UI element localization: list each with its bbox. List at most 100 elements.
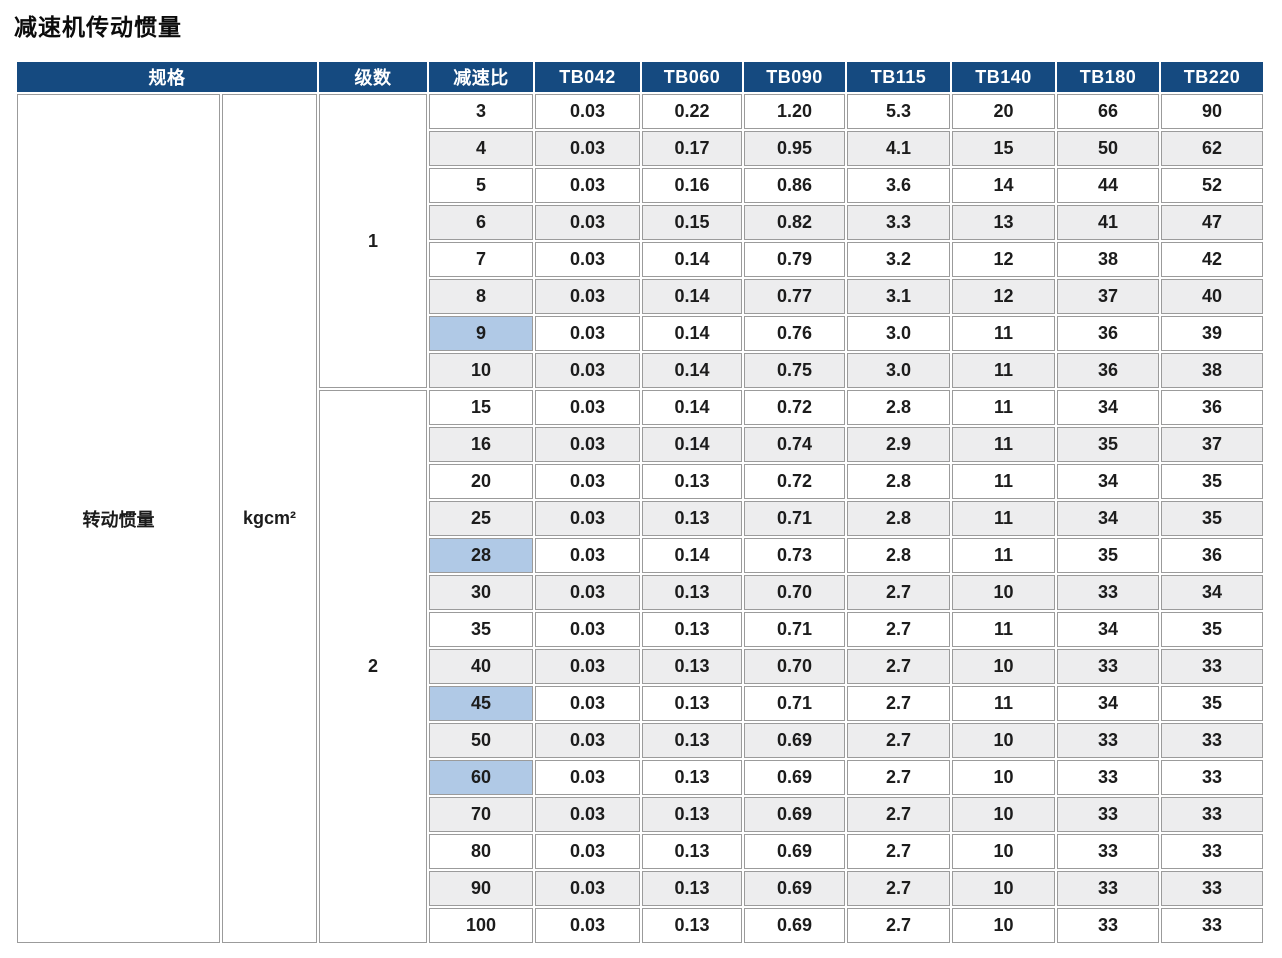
value-cell: 0.75: [744, 353, 845, 388]
ratio-cell: 60: [429, 760, 533, 795]
table-row: 20 0.03 0.13 0.72 2.8 11 34 35: [17, 464, 1263, 499]
ratio-cell: 45: [429, 686, 533, 721]
value-cell: 0.69: [744, 834, 845, 869]
value-cell: 13: [952, 205, 1055, 240]
value-cell: 0.03: [535, 168, 640, 203]
table-row: 7 0.03 0.14 0.79 3.2 12 38 42: [17, 242, 1263, 277]
value-cell: 37: [1161, 427, 1263, 462]
value-cell: 33: [1161, 834, 1263, 869]
value-cell: 10: [952, 797, 1055, 832]
ratio-cell: 8: [429, 279, 533, 314]
value-cell: 33: [1161, 908, 1263, 943]
value-cell: 0.03: [535, 131, 640, 166]
value-cell: 33: [1161, 871, 1263, 906]
value-cell: 66: [1057, 94, 1159, 129]
value-cell: 3.0: [847, 353, 950, 388]
value-cell: 44: [1057, 168, 1159, 203]
value-cell: 33: [1057, 575, 1159, 610]
table-row: 80 0.03 0.13 0.69 2.7 10 33 33: [17, 834, 1263, 869]
value-cell: 0.13: [642, 649, 742, 684]
value-cell: 11: [952, 501, 1055, 536]
header-model: TB140: [952, 62, 1055, 92]
value-cell: 34: [1057, 464, 1159, 499]
value-cell: 20: [952, 94, 1055, 129]
value-cell: 0.70: [744, 575, 845, 610]
value-cell: 33: [1057, 723, 1159, 758]
value-cell: 0.79: [744, 242, 845, 277]
ratio-cell: 6: [429, 205, 533, 240]
ratio-cell: 70: [429, 797, 533, 832]
value-cell: 38: [1057, 242, 1159, 277]
value-cell: 0.76: [744, 316, 845, 351]
value-cell: 2.7: [847, 723, 950, 758]
header-spec: 规格: [17, 62, 317, 92]
value-cell: 0.14: [642, 316, 742, 351]
value-cell: 2.9: [847, 427, 950, 462]
value-cell: 0.14: [642, 279, 742, 314]
value-cell: 2.7: [847, 797, 950, 832]
table-row: 28 0.03 0.14 0.73 2.8 11 35 36: [17, 538, 1263, 573]
value-cell: 33: [1057, 908, 1159, 943]
table-body: 转动惯量 kgcm² 1 3 0.03 0.22 1.20 5.3 20 66 90 4 0.03 0.1…: [17, 94, 1263, 943]
value-cell: 34: [1057, 686, 1159, 721]
value-cell: 2.8: [847, 538, 950, 573]
value-cell: 2.8: [847, 390, 950, 425]
table-row: 8 0.03 0.14 0.77 3.1 12 37 40: [17, 279, 1263, 314]
value-cell: 33: [1161, 649, 1263, 684]
value-cell: 1.20: [744, 94, 845, 129]
value-cell: 0.03: [535, 760, 640, 795]
value-cell: 3.6: [847, 168, 950, 203]
value-cell: 0.13: [642, 871, 742, 906]
value-cell: 0.14: [642, 242, 742, 277]
value-cell: 10: [952, 649, 1055, 684]
value-cell: 0.86: [744, 168, 845, 203]
table-row: 45 0.03 0.13 0.71 2.7 11 34 35: [17, 686, 1263, 721]
value-cell: 0.03: [535, 279, 640, 314]
value-cell: 35: [1161, 464, 1263, 499]
value-cell: 10: [952, 575, 1055, 610]
value-cell: 50: [1057, 131, 1159, 166]
value-cell: 11: [952, 316, 1055, 351]
value-cell: 10: [952, 760, 1055, 795]
value-cell: 33: [1161, 760, 1263, 795]
value-cell: 11: [952, 686, 1055, 721]
ratio-cell: 15: [429, 390, 533, 425]
value-cell: 0.69: [744, 908, 845, 943]
stage-cell: 2: [319, 390, 427, 943]
ratio-cell: 5: [429, 168, 533, 203]
value-cell: 0.03: [535, 908, 640, 943]
ratio-cell: 20: [429, 464, 533, 499]
value-cell: 41: [1057, 205, 1159, 240]
value-cell: 0.72: [744, 464, 845, 499]
table-row: 90 0.03 0.13 0.69 2.7 10 33 33: [17, 871, 1263, 906]
value-cell: 10: [952, 834, 1055, 869]
value-cell: 0.13: [642, 464, 742, 499]
header-model: TB060: [642, 62, 742, 92]
value-cell: 0.03: [535, 390, 640, 425]
value-cell: 0.03: [535, 797, 640, 832]
value-cell: 34: [1057, 390, 1159, 425]
value-cell: 90: [1161, 94, 1263, 129]
value-cell: 33: [1057, 760, 1159, 795]
value-cell: 0.03: [535, 649, 640, 684]
value-cell: 62: [1161, 131, 1263, 166]
value-cell: 0.72: [744, 390, 845, 425]
value-cell: 0.69: [744, 797, 845, 832]
value-cell: 0.69: [744, 723, 845, 758]
value-cell: 34: [1057, 501, 1159, 536]
ratio-cell: 10: [429, 353, 533, 388]
ratio-cell: 30: [429, 575, 533, 610]
value-cell: 0.13: [642, 575, 742, 610]
value-cell: 33: [1057, 649, 1159, 684]
table-row: 25 0.03 0.13 0.71 2.8 11 34 35: [17, 501, 1263, 536]
value-cell: 0.74: [744, 427, 845, 462]
unit-cell: kgcm²: [222, 94, 317, 943]
value-cell: 35: [1057, 538, 1159, 573]
value-cell: 11: [952, 390, 1055, 425]
stage-cell: 1: [319, 94, 427, 388]
ratio-cell: 28: [429, 538, 533, 573]
spec-name-cell: 转动惯量: [17, 94, 220, 943]
value-cell: 0.82: [744, 205, 845, 240]
value-cell: 0.03: [535, 205, 640, 240]
